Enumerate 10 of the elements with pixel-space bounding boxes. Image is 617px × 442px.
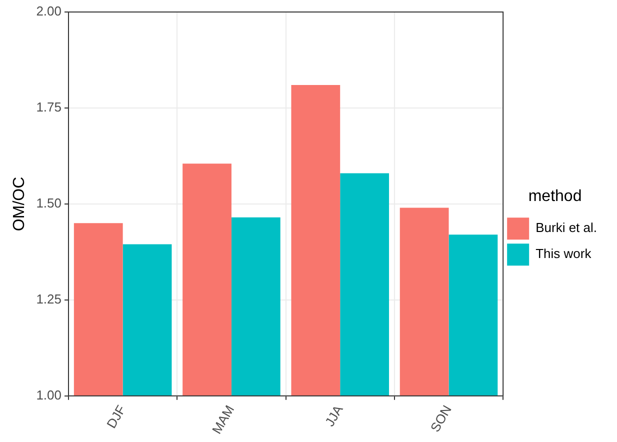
legend-label: This work	[536, 246, 592, 262]
y-tick-label: 1.50	[36, 196, 62, 211]
y-axis-title: OM/OC	[11, 176, 28, 232]
legend-title: method	[528, 188, 582, 205]
y-tick-label: 2.00	[36, 4, 62, 19]
y-tick-label: 1.75	[36, 100, 62, 115]
legend-label: Burki et al.	[536, 220, 598, 236]
y-tick-label: 1.25	[36, 292, 62, 307]
x-tick-label: JJA	[322, 402, 346, 429]
y-tick-label: 1.00	[36, 388, 62, 403]
